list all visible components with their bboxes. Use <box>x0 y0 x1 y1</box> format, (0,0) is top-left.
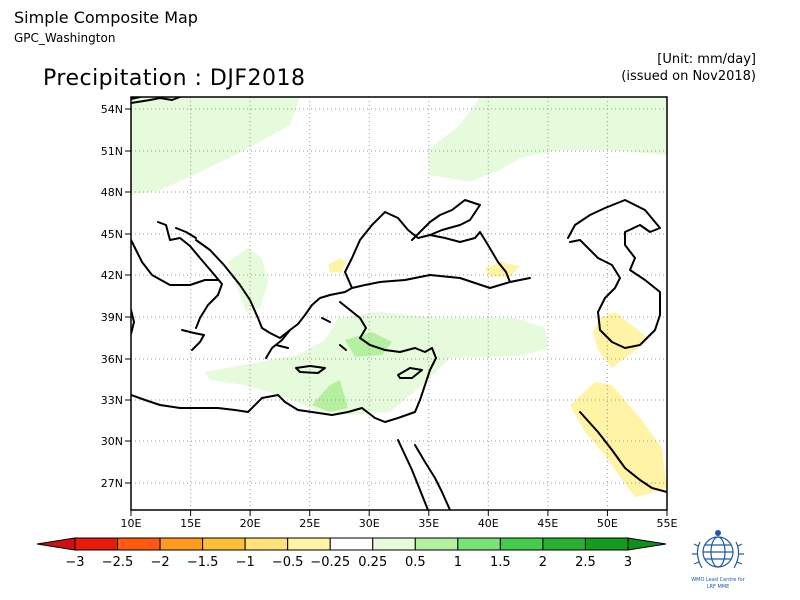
colorbar-cell <box>74 537 119 551</box>
colorbar-label: 0.5 <box>405 555 426 570</box>
logo-caption: WMO Lead Centre for <box>691 577 746 583</box>
coastline-italy <box>157 221 223 329</box>
coastline-persian-gulf <box>579 411 667 493</box>
issued-date-label: (issued on Nov2018) <box>621 69 756 84</box>
colorbar-cell <box>584 537 629 551</box>
unit-label: [Unit: mm/day] <box>657 52 756 67</box>
coastlines <box>131 97 667 510</box>
lat-label: 45N <box>101 228 123 241</box>
colorbar-cell <box>499 537 544 551</box>
positive-anomaly-area <box>205 312 548 415</box>
negative-anomaly-area <box>593 312 648 368</box>
colorbar-label: −1 <box>236 555 255 570</box>
colorbar-cell <box>202 537 246 551</box>
coastline-adriatic-balkans <box>195 239 331 359</box>
colorbar-cell <box>414 537 459 551</box>
positive-anomaly-area <box>428 97 667 182</box>
colorbar-label: −3 <box>65 555 84 570</box>
lat-label: 36N <box>101 353 123 366</box>
lat-label: 51N <box>101 145 123 158</box>
lat-label: 54N <box>101 103 123 116</box>
island-sicily <box>181 329 205 351</box>
colorbar-label: −2 <box>150 555 169 570</box>
positive-anomaly-area <box>228 248 268 312</box>
island-cyprus <box>397 367 423 379</box>
lat-label: 39N <box>101 311 123 324</box>
lat-label: 33N <box>101 394 123 407</box>
coastline-turkey <box>329 274 531 353</box>
coastline-caspian-sea <box>567 199 661 349</box>
anomaly-shading <box>131 97 667 497</box>
latitude-labels: 54N 51N 48N 45N 42N 39N 36N 33N 30N 27N <box>101 103 123 490</box>
negative-anomaly-area <box>570 382 667 497</box>
colorbar-label: −2.5 <box>102 555 134 570</box>
lon-label: 45E <box>537 517 558 530</box>
source-label: GPC_Washington <box>14 31 116 45</box>
negative-anomaly-area <box>485 262 520 277</box>
positive-anomaly-area <box>312 380 348 412</box>
colorbar-label: −0.25 <box>310 555 350 570</box>
coastline-levant-egypt <box>131 347 437 423</box>
lon-label: 15E <box>180 517 201 530</box>
colorbar-cell <box>542 537 586 551</box>
colorbar-cell <box>457 537 501 551</box>
island-aegean <box>321 317 347 351</box>
colorbar-label: 1 <box>454 555 462 570</box>
app-title: Simple Composite Map <box>14 8 198 27</box>
logo-caption: LRF MME <box>707 584 730 590</box>
colorbar-label: −0.5 <box>272 555 304 570</box>
positive-anomaly-area <box>131 97 300 195</box>
lat-lon-grid <box>131 97 667 510</box>
lat-label: 27N <box>101 477 123 490</box>
coastline-black-sea <box>344 199 511 289</box>
map-title: Precipitation : DJF2018 <box>43 66 306 91</box>
coastline-red-sea <box>397 439 451 510</box>
colorbar-cell <box>117 537 161 551</box>
lon-label: 10E <box>121 517 142 530</box>
colorbar-cell <box>287 537 331 551</box>
colorbar-end-high <box>627 537 667 551</box>
colorbar-label: −1.5 <box>187 555 219 570</box>
island-crete <box>295 365 326 374</box>
negative-anomaly-area <box>328 258 346 272</box>
island-sardinia <box>131 309 135 335</box>
lat-label: 48N <box>101 186 123 199</box>
colorbar: −3 −2.5 −2 −1.5 −1 −0.5 −0.25 0.25 0.5 1 1.5 2 2.5 3 <box>36 537 667 570</box>
colorbar-label: 1.5 <box>490 555 511 570</box>
lat-label: 42N <box>101 269 123 282</box>
lon-label: 50E <box>597 517 618 530</box>
colorbar-cell <box>329 537 374 551</box>
longitude-labels: 10E 15E 20E 25E 30E 35E 40E 45E 50E 55E <box>121 517 678 530</box>
lon-label: 25E <box>299 517 320 530</box>
lon-label: 55E <box>657 517 678 530</box>
colorbar-cell <box>372 537 416 551</box>
colorbar-end-low <box>36 537 76 551</box>
axis-ticks <box>125 108 668 516</box>
colorbar-labels: −3 −2.5 −2 −1.5 −1 −0.5 −0.25 0.25 0.5 1 1.5 2 2.5 3 <box>65 555 632 570</box>
colorbar-cell <box>159 537 204 551</box>
lon-label: 20E <box>240 517 261 530</box>
colorbar-label: 2.5 <box>575 555 596 570</box>
map-frame <box>130 96 668 511</box>
colorbar-cell <box>244 537 289 551</box>
lon-label: 35E <box>418 517 439 530</box>
colorbar-cells <box>74 537 629 551</box>
colorbar-label: 0.25 <box>358 555 387 570</box>
lon-label: 30E <box>359 517 380 530</box>
wmo-emblem-icon: WMO Lead Centre for LRF MME <box>691 530 746 590</box>
coastline-west-europe <box>131 239 219 286</box>
lat-label: 30N <box>101 435 123 448</box>
colorbar-label: 3 <box>624 555 632 570</box>
colorbar-label: 2 <box>539 555 547 570</box>
lon-label: 40E <box>478 517 499 530</box>
